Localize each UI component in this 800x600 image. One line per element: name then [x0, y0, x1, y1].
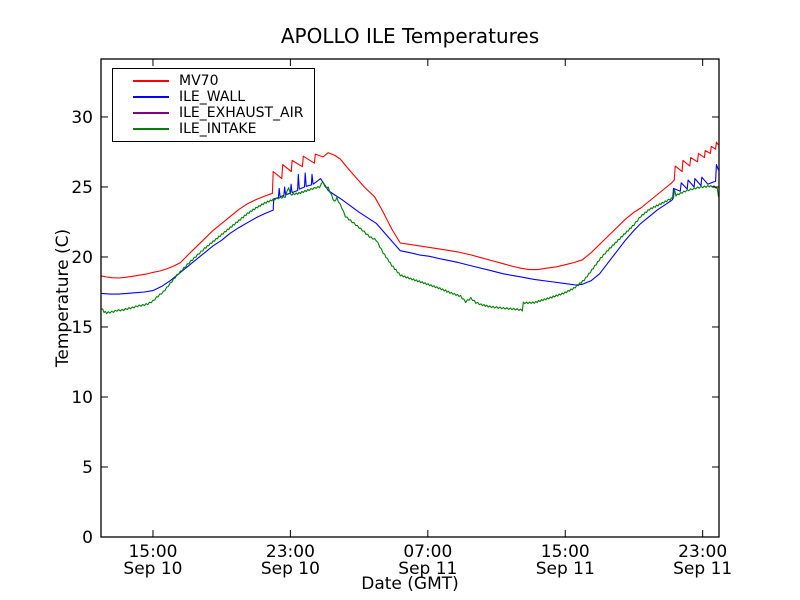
x-tick-label: 07:00	[403, 542, 452, 562]
legend-item-ile-intake: ILE_INTAKE	[133, 121, 314, 137]
legend-item-ile-wall: ILE_WALL	[133, 89, 314, 105]
y-tick-label: 10	[71, 388, 93, 408]
x-tick-label: Sep 11	[536, 559, 595, 579]
plot-frame	[100, 58, 720, 538]
legend-item-ile-exhaust-air: ILE_EXHAUST_AIR	[133, 105, 314, 121]
chart-title: APOLLO ILE Temperatures	[281, 24, 539, 48]
series-line-ILE_INTAKE	[101, 181, 719, 315]
x-tick-label: 15:00	[541, 542, 590, 562]
y-axis-label: Temperature (C)	[53, 229, 73, 368]
legend-item-mv70: MV70	[133, 73, 314, 89]
y-tick-label: 5	[82, 458, 93, 478]
x-tick-label: 23:00	[266, 542, 315, 562]
legend-swatch-mv70-line-icon	[133, 80, 169, 82]
y-tick-label: 0	[82, 528, 93, 548]
legend-label: ILE_WALL	[179, 89, 246, 105]
x-tick-label: 15:00	[128, 542, 177, 562]
legend: MV70 ILE_WALL ILE_EXHAUST_AIR ILE_INTAKE	[112, 68, 315, 142]
x-tick-label: Sep 10	[261, 559, 320, 579]
y-tick-label: 20	[71, 248, 93, 268]
series-line-MV70	[101, 141, 719, 279]
legend-swatch-ile-intake-line-icon	[133, 128, 169, 130]
legend-label: ILE_EXHAUST_AIR	[179, 105, 304, 121]
series-line-ILE_WALL	[101, 164, 719, 295]
x-tick-label: Sep 11	[398, 559, 457, 579]
y-tick-label: 30	[71, 108, 93, 128]
legend-label: MV70	[179, 73, 219, 89]
x-tick-label: 23:00	[678, 542, 727, 562]
legend-label: ILE_INTAKE	[179, 121, 257, 137]
x-tick-label: Sep 10	[123, 559, 182, 579]
legend-swatch-ile-wall-line-icon	[133, 96, 169, 98]
x-axis-label: Date (GMT)	[361, 574, 459, 594]
y-tick-label: 15	[71, 318, 93, 338]
y-tick-label: 25	[71, 178, 93, 198]
x-tick-label: Sep 11	[673, 559, 732, 579]
legend-swatch-ile-exhaust-air-line-icon	[133, 112, 169, 114]
series-layer	[101, 141, 719, 315]
